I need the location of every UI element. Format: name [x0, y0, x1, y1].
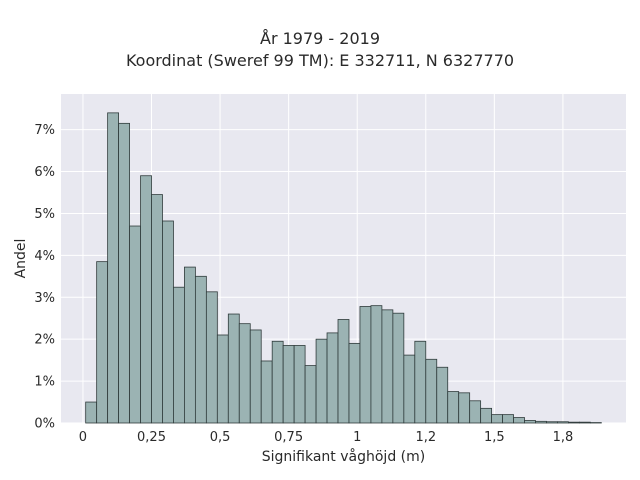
- histogram-bar: [227, 313, 240, 424]
- x-tick-label: 0,5: [210, 430, 231, 445]
- x-tick-label: 1,5: [484, 430, 505, 445]
- x-axis-label: Signifikant våghöjd (m): [262, 448, 425, 465]
- x-tick-labels: 0 0,25 0,5 0,75 1 1,2 1,5 1,8: [79, 430, 573, 445]
- x-tick-label: 1,8: [553, 430, 574, 445]
- histogram-bar: [194, 275, 207, 424]
- histogram-bar: [205, 291, 218, 424]
- histogram-bar: [129, 225, 141, 424]
- histogram-bar: [425, 358, 438, 424]
- chart-title-line-2: Koordinat (Sweref 99 TM): E 332711, N 63…: [125, 51, 515, 70]
- histogram-bar: [392, 312, 405, 424]
- x-tick-label: 0: [79, 430, 87, 445]
- histogram-bar: [370, 305, 383, 424]
- histogram-bar: [118, 122, 130, 424]
- histogram-bar: [140, 175, 152, 424]
- histogram-bar: [337, 319, 350, 424]
- y-tick-label: 2%: [34, 333, 55, 348]
- histogram-bar: [546, 421, 558, 424]
- histogram-bar: [436, 366, 449, 424]
- histogram-bar: [568, 421, 580, 424]
- histogram-bar: [216, 334, 229, 424]
- histogram-bar: [381, 309, 394, 424]
- chart-title-line-1: År 1979 - 2019: [260, 29, 380, 48]
- histogram-bar: [578, 421, 591, 424]
- histogram-bar: [162, 220, 174, 424]
- histogram-bar: [502, 414, 514, 424]
- histogram-bar: [315, 338, 328, 424]
- y-tick-labels: 0% 1% 2% 3% 4% 5% 6% 7%: [34, 123, 55, 431]
- histogram-bar: [271, 340, 284, 424]
- y-tick-label: 0%: [34, 417, 55, 432]
- histogram-bar: [524, 420, 536, 424]
- histogram-bar: [107, 112, 119, 424]
- histogram-bar: [282, 345, 295, 424]
- histogram-bar: [293, 345, 306, 424]
- histogram-bar: [260, 360, 273, 424]
- histogram-bar: [348, 342, 361, 424]
- histogram-bar: [535, 420, 547, 424]
- histogram-bar: [480, 407, 493, 424]
- histogram-bar: [491, 414, 503, 424]
- histogram-bar: [85, 401, 98, 424]
- histogram-bar: [173, 286, 185, 424]
- histogram-bar: [326, 332, 339, 424]
- histogram-bar: [184, 266, 196, 424]
- histogram-bar: [458, 392, 471, 424]
- histogram-bar: [238, 323, 251, 424]
- histogram-bar: [304, 365, 317, 424]
- histogram-bar: [414, 340, 427, 424]
- histogram-bar: [557, 421, 569, 424]
- y-tick-label: 5%: [34, 207, 55, 222]
- y-tick-label: 3%: [34, 291, 55, 306]
- y-tick-label: 7%: [34, 123, 55, 138]
- histogram-bar: [513, 417, 525, 424]
- y-tick-label: 4%: [34, 249, 55, 264]
- histogram-bar: [96, 261, 109, 424]
- x-tick-label: 0,25: [137, 430, 166, 445]
- histogram-bar: [151, 194, 163, 424]
- x-tick-label: 1: [353, 430, 361, 445]
- histogram-bar: [447, 391, 460, 424]
- histogram-bar: [469, 400, 482, 424]
- histogram-bar: [359, 306, 372, 424]
- bars: [85, 112, 602, 424]
- x-tick-label: 1,2: [415, 430, 436, 445]
- histogram-bar: [249, 329, 262, 424]
- x-tick-label: 0,75: [274, 430, 303, 445]
- y-tick-label: 6%: [34, 165, 55, 180]
- y-tick-label: 1%: [34, 375, 55, 390]
- y-axis-label: Andel: [13, 239, 29, 279]
- histogram-bar: [403, 354, 416, 424]
- grid-lines: [61, 94, 626, 424]
